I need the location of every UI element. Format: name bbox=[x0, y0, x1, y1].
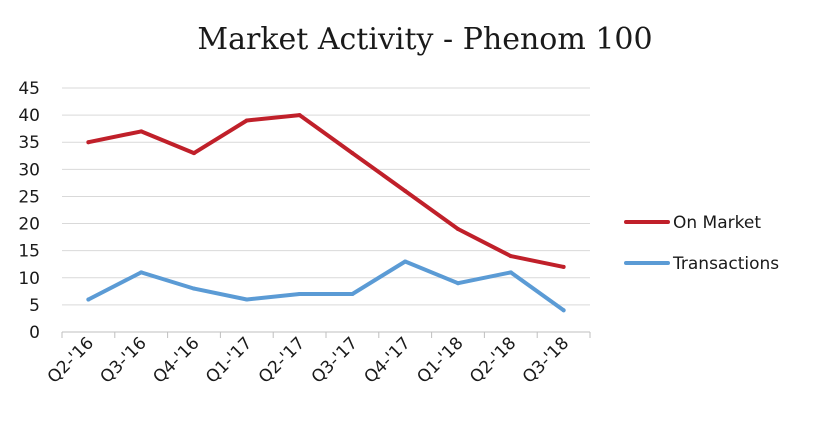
data-point bbox=[244, 297, 249, 302]
data-point bbox=[350, 292, 355, 297]
data-point bbox=[403, 189, 408, 194]
y-tick-label: 5 bbox=[29, 296, 40, 316]
data-point bbox=[192, 286, 196, 291]
y-axis-tick-labels: 0 5 10 15 20 25 30 35 40 45 bbox=[18, 79, 40, 343]
data-point bbox=[139, 129, 144, 134]
y-tick-label: 35 bbox=[18, 133, 40, 153]
legend: On Market Transactions bbox=[624, 213, 779, 274]
y-tick-label: 0 bbox=[29, 323, 40, 343]
x-axis-tick-labels: Q2-'16Q3-'16Q4-'16Q1-'17Q2-'17Q3-'17Q4-'… bbox=[44, 333, 573, 387]
data-point bbox=[86, 297, 91, 302]
y-tick-label: 15 bbox=[18, 242, 40, 262]
x-tick-label: Q3-'17 bbox=[308, 333, 362, 387]
data-point bbox=[456, 226, 460, 231]
x-tick-label: Q1-'18 bbox=[413, 333, 467, 387]
data-point bbox=[561, 308, 566, 313]
series-line-transactions bbox=[86, 259, 566, 313]
data-point bbox=[297, 292, 302, 297]
data-point bbox=[508, 270, 513, 275]
x-tick-label: Q3-'16 bbox=[97, 333, 151, 387]
y-tick-label: 30 bbox=[18, 160, 40, 180]
data-point bbox=[244, 118, 249, 123]
chart-title: Market Activity - Phenom 100 bbox=[197, 22, 652, 57]
data-point bbox=[86, 140, 91, 145]
data-point bbox=[403, 259, 408, 264]
series-lines bbox=[86, 113, 566, 313]
y-tick-label: 10 bbox=[18, 269, 40, 289]
data-point bbox=[456, 281, 460, 286]
legend-label: On Market bbox=[673, 213, 761, 233]
x-tick-label: Q1-'17 bbox=[202, 333, 256, 387]
legend-label: Transactions bbox=[672, 254, 779, 274]
y-tick-label: 20 bbox=[18, 215, 40, 235]
data-point bbox=[508, 254, 513, 259]
x-tick-label: Q4-'17 bbox=[361, 333, 415, 387]
gridlines bbox=[62, 87, 590, 306]
x-tick-label: Q2-'16 bbox=[44, 333, 98, 387]
data-point bbox=[350, 151, 355, 156]
data-point bbox=[561, 264, 566, 269]
x-tick-label: Q4-'16 bbox=[149, 333, 203, 387]
x-tick-label: Q2-'18 bbox=[466, 333, 520, 387]
series-line-on-market bbox=[86, 113, 566, 269]
x-tick-label: Q3-'18 bbox=[519, 333, 573, 387]
y-tick-label: 25 bbox=[18, 187, 40, 207]
data-point bbox=[192, 151, 196, 156]
x-axis bbox=[61, 331, 591, 338]
y-tick-label: 40 bbox=[18, 106, 40, 126]
x-tick-label: Q2-'17 bbox=[255, 333, 309, 387]
data-point bbox=[139, 270, 144, 275]
y-tick-label: 45 bbox=[18, 79, 40, 99]
data-point bbox=[297, 113, 302, 118]
